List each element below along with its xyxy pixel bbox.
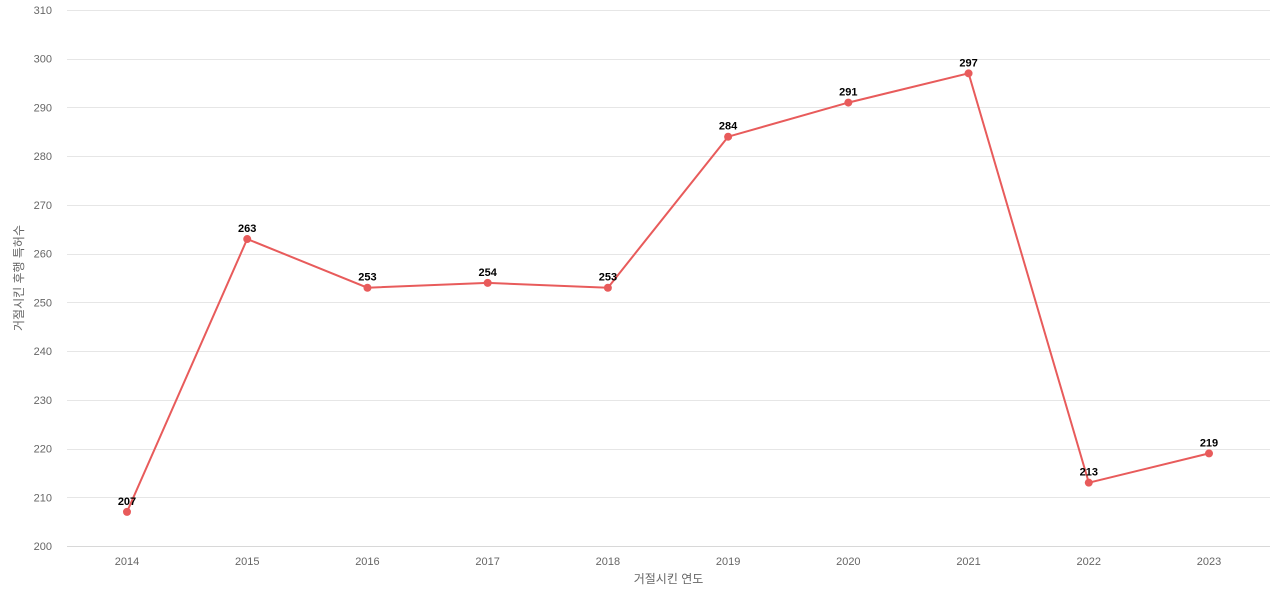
data-point[interactable] [363, 283, 372, 292]
x-tick-label: 2019 [716, 556, 740, 568]
y-tick-label: 300 [34, 54, 52, 66]
y-tick-label: 270 [34, 200, 52, 212]
y-tick-label: 250 [34, 297, 52, 309]
data-label: 263 [238, 223, 256, 235]
y-axis-ticks: 200 210 220 230 240 250 260 270 280 290 300 310 [34, 5, 52, 553]
x-tick-label: 2021 [956, 556, 980, 568]
x-tick-label: 2022 [1077, 556, 1101, 568]
x-tick-label: 2014 [115, 556, 139, 568]
y-tick-label: 210 [34, 492, 52, 504]
data-label: 219 [1200, 437, 1218, 449]
data-point[interactable] [243, 235, 252, 244]
data-label: 253 [358, 272, 376, 284]
data-point[interactable] [483, 278, 492, 287]
y-tick-label: 200 [34, 541, 52, 553]
data-point[interactable] [1084, 478, 1093, 487]
x-tick-label: 2015 [235, 556, 259, 568]
data-label: 291 [839, 87, 857, 99]
data-point[interactable] [964, 69, 973, 78]
x-tick-label: 2023 [1197, 556, 1221, 568]
y-tick-label: 290 [34, 102, 52, 114]
data-point[interactable] [724, 132, 733, 141]
y-tick-label: 310 [34, 5, 52, 17]
data-label: 284 [719, 121, 738, 133]
y-tick-label: 220 [34, 444, 52, 456]
x-axis-ticks: 2014 2015 2016 2017 2018 2019 2020 2021 2022 2023 [115, 556, 1221, 568]
series-line [126, 72, 1210, 513]
x-tick-label: 2016 [355, 556, 379, 568]
data-label: 213 [1080, 467, 1098, 479]
data-label: 254 [478, 267, 497, 279]
gridlines [67, 10, 1270, 498]
y-tick-label: 260 [34, 249, 52, 261]
data-labels: 207 263 253 254 253 284 291 297 213 219 [118, 57, 1218, 508]
x-axis-title: 거절시킨 연도 [634, 572, 704, 586]
y-axis-title: 거절시킨 후행 특허수 [11, 225, 26, 331]
data-label: 207 [118, 496, 136, 508]
data-points [123, 69, 1213, 516]
data-point[interactable] [1205, 449, 1213, 458]
data-point[interactable] [603, 283, 612, 292]
x-tick-label: 2020 [836, 556, 860, 568]
x-tick-label: 2018 [596, 556, 620, 568]
y-tick-label: 230 [34, 395, 52, 407]
y-tick-label: 240 [34, 346, 52, 358]
data-point[interactable] [123, 507, 131, 516]
y-tick-label: 280 [34, 151, 52, 163]
data-label: 253 [599, 272, 617, 284]
data-point[interactable] [844, 98, 853, 107]
x-tick-label: 2017 [475, 556, 499, 568]
data-label: 297 [959, 57, 977, 69]
